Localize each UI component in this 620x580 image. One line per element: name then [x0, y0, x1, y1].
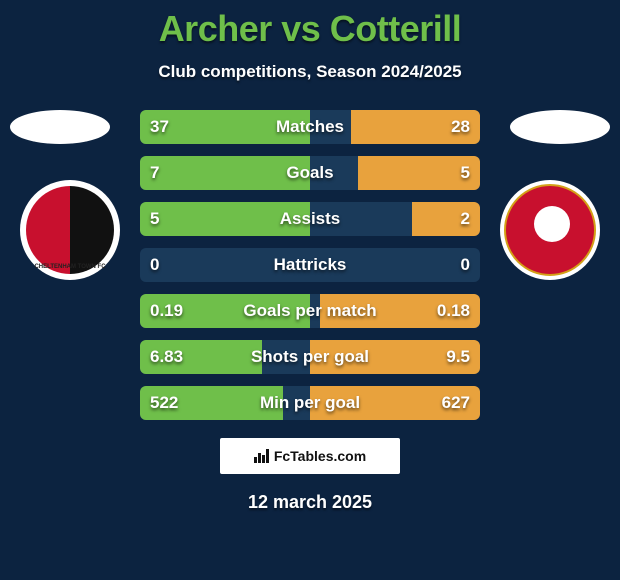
- club-badge-right-inner: [504, 184, 596, 276]
- bar-container: Matches 37 28: [140, 110, 480, 144]
- club-badge-right-center: [534, 206, 570, 242]
- page-title: Archer vs Cotterill: [0, 0, 620, 50]
- stat-label: Goals per match: [243, 301, 376, 321]
- bar-container: Goals 7 5: [140, 156, 480, 190]
- chart-icon: [254, 449, 270, 463]
- stat-row: Assists 5 2: [140, 202, 480, 236]
- stat-value-right: 2: [461, 209, 470, 229]
- bar-container: Assists 5 2: [140, 202, 480, 236]
- stat-value-left: 0: [150, 255, 159, 275]
- bar-container: Min per goal 522 627: [140, 386, 480, 420]
- stat-value-left: 522: [150, 393, 178, 413]
- bar-left: [140, 156, 310, 190]
- stat-row: Shots per goal 6.83 9.5: [140, 340, 480, 374]
- stat-value-right: 9.5: [446, 347, 470, 367]
- stats-bars: Matches 37 28 Goals 7 5 Assists 5 2 Hattricks 0 0 Go…: [140, 110, 480, 420]
- stat-value-right: 5: [461, 163, 470, 183]
- club-badge-left-text: CHELTENHAM TOWN FC: [20, 264, 120, 270]
- stat-value-right: 28: [451, 117, 470, 137]
- stat-value-left: 5: [150, 209, 159, 229]
- stat-label: Assists: [280, 209, 340, 229]
- stat-label: Shots per goal: [251, 347, 369, 367]
- brand-box[interactable]: FcTables.com: [220, 438, 400, 474]
- club-badge-right: [500, 180, 600, 280]
- bar-container: Hattricks 0 0: [140, 248, 480, 282]
- stat-label: Goals: [286, 163, 333, 183]
- stat-value-left: 0.19: [150, 301, 183, 321]
- footer-date: 12 march 2025: [0, 492, 620, 513]
- stat-value-right: 627: [442, 393, 470, 413]
- bar-container: Shots per goal 6.83 9.5: [140, 340, 480, 374]
- club-badge-left-inner: [26, 186, 114, 274]
- stat-row: Goals 7 5: [140, 156, 480, 190]
- stat-value-left: 6.83: [150, 347, 183, 367]
- bar-container: Goals per match 0.19 0.18: [140, 294, 480, 328]
- player-right-ellipse: [510, 110, 610, 144]
- stat-value-left: 37: [150, 117, 169, 137]
- stat-label: Min per goal: [260, 393, 360, 413]
- subtitle: Club competitions, Season 2024/2025: [0, 62, 620, 82]
- stat-row: Min per goal 522 627: [140, 386, 480, 420]
- stat-label: Matches: [276, 117, 344, 137]
- stat-label: Hattricks: [274, 255, 347, 275]
- brand-text: FcTables.com: [274, 448, 366, 464]
- player-left-ellipse: [10, 110, 110, 144]
- stat-row: Hattricks 0 0: [140, 248, 480, 282]
- stat-value-right: 0: [461, 255, 470, 275]
- comparison-content: CHELTENHAM TOWN FC Matches3728Goals75Ass…: [0, 110, 620, 420]
- club-badge-left: CHELTENHAM TOWN FC: [20, 180, 120, 280]
- stat-value-left: 7: [150, 163, 159, 183]
- stat-row: Matches 37 28: [140, 110, 480, 144]
- stat-row: Goals per match 0.19 0.18: [140, 294, 480, 328]
- stat-value-right: 0.18: [437, 301, 470, 321]
